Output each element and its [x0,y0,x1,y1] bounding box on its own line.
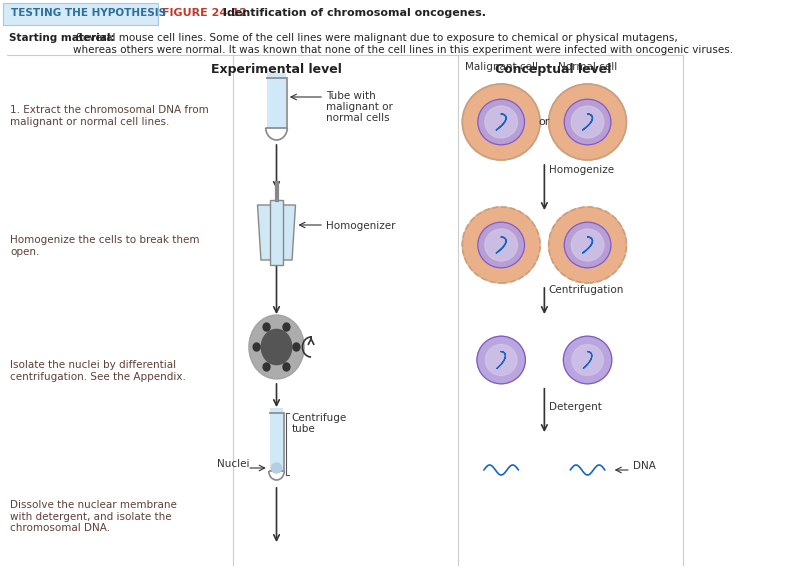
Text: Malignant cell: Malignant cell [465,62,538,72]
Ellipse shape [271,463,281,473]
Ellipse shape [478,222,524,268]
Text: TESTING THE HYPOTHESIS: TESTING THE HYPOTHESIS [11,9,167,18]
Text: DNA: DNA [633,461,655,471]
Text: Homogenizer: Homogenizer [326,221,395,231]
Text: Homogenize the cells to break them
open.: Homogenize the cells to break them open. [10,235,200,256]
Text: Conceptual level: Conceptual level [495,63,611,76]
Text: Nuclei: Nuclei [217,459,249,469]
Text: Centrifuge: Centrifuge [291,413,347,423]
Ellipse shape [563,336,612,384]
Text: FIGURE 24.12: FIGURE 24.12 [163,9,247,18]
Ellipse shape [462,84,540,160]
Ellipse shape [548,207,626,283]
Text: Homogenize: Homogenize [548,165,614,175]
Circle shape [263,363,270,371]
Circle shape [261,329,292,365]
Ellipse shape [571,106,604,138]
Text: Dissolve the nuclear membrane
with detergent, and isolate the
chromosomal DNA.: Dissolve the nuclear membrane with deter… [10,500,177,533]
Text: tube: tube [291,424,315,434]
Text: Normal cell: Normal cell [558,62,617,72]
Text: normal cells: normal cells [326,113,390,123]
Circle shape [253,343,260,351]
Ellipse shape [477,336,525,384]
Text: Centrifugation: Centrifugation [548,285,624,295]
Text: Starting material:: Starting material: [9,33,114,43]
FancyBboxPatch shape [3,3,158,25]
Ellipse shape [485,344,517,375]
Ellipse shape [548,84,626,160]
Ellipse shape [571,229,604,261]
Circle shape [283,363,290,371]
Circle shape [283,323,290,331]
Text: Tube with: Tube with [326,91,375,101]
Text: Several mouse cell lines. Some of the cell lines were malignant due to exposure : Several mouse cell lines. Some of the ce… [73,33,733,55]
Ellipse shape [462,207,540,283]
Text: Detergent: Detergent [548,402,602,412]
Ellipse shape [572,344,603,375]
Ellipse shape [485,106,517,138]
Circle shape [263,323,270,331]
Ellipse shape [564,222,611,268]
Text: malignant or: malignant or [326,102,393,112]
Text: 1. Extract the chromosomal DNA from
malignant or normal cell lines.: 1. Extract the chromosomal DNA from mali… [10,105,209,126]
Ellipse shape [564,99,611,145]
Circle shape [293,343,300,351]
Polygon shape [267,73,286,128]
Text: Experimental level: Experimental level [211,63,342,76]
Text: or: or [539,117,550,127]
Ellipse shape [478,99,524,145]
Polygon shape [270,408,283,471]
Text: Identification of chromosomal oncogenes.: Identification of chromosomal oncogenes. [223,9,486,18]
Polygon shape [257,205,296,260]
Text: Isolate the nuclei by differential
centrifugation. See the Appendix.: Isolate the nuclei by differential centr… [10,360,186,382]
Ellipse shape [485,229,517,261]
Polygon shape [269,200,284,265]
Circle shape [249,315,304,379]
